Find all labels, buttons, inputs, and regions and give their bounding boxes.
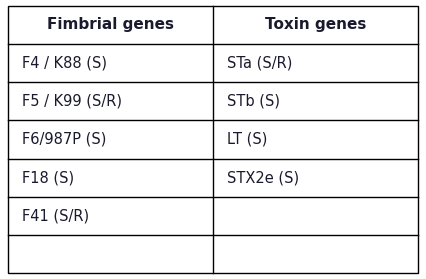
- Text: STb (S): STb (S): [227, 94, 280, 109]
- Text: F4 / K88 (S): F4 / K88 (S): [22, 56, 107, 71]
- Text: STa (S/R): STa (S/R): [227, 56, 293, 71]
- Text: F6/987P (S): F6/987P (S): [22, 132, 107, 147]
- Text: F41 (S/R): F41 (S/R): [22, 208, 89, 223]
- Text: STX2e (S): STX2e (S): [227, 170, 299, 185]
- Text: F18 (S): F18 (S): [22, 170, 75, 185]
- Text: LT (S): LT (S): [227, 132, 268, 147]
- Text: F5 / K99 (S/R): F5 / K99 (S/R): [22, 94, 122, 109]
- Text: Toxin genes: Toxin genes: [265, 18, 366, 32]
- Text: Fimbrial genes: Fimbrial genes: [47, 18, 174, 32]
